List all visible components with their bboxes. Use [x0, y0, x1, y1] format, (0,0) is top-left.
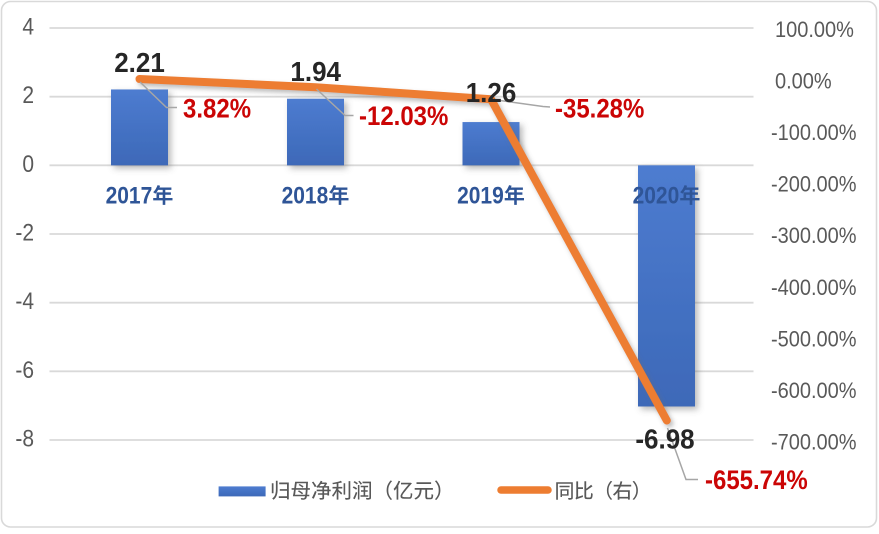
- svg-text:-700.00%: -700.00%: [771, 431, 857, 455]
- svg-text:2.21: 2.21: [114, 47, 165, 78]
- svg-text:-600.00%: -600.00%: [771, 379, 857, 403]
- svg-text:-500.00%: -500.00%: [771, 327, 857, 351]
- svg-text:1.94: 1.94: [290, 56, 341, 87]
- svg-text:-6: -6: [15, 357, 34, 384]
- svg-text:0: 0: [22, 151, 34, 178]
- svg-text:-2: -2: [15, 219, 34, 246]
- svg-text:-200.00%: -200.00%: [771, 173, 857, 197]
- svg-text:-35.28%: -35.28%: [555, 95, 644, 124]
- svg-text:2: 2: [22, 82, 34, 109]
- svg-text:-12.03%: -12.03%: [359, 102, 448, 131]
- svg-text:-300.00%: -300.00%: [771, 224, 857, 248]
- svg-text:-8: -8: [15, 425, 34, 452]
- svg-text:2018: 2018: [282, 182, 329, 209]
- svg-text:-400.00%: -400.00%: [771, 276, 857, 300]
- svg-text:100.00%: 100.00%: [775, 18, 854, 42]
- svg-text:-6.98: -6.98: [635, 423, 694, 454]
- svg-text:3.82%: 3.82%: [183, 95, 251, 124]
- svg-text:-655.74%: -655.74%: [705, 466, 808, 495]
- svg-text:4: 4: [22, 13, 34, 40]
- svg-text:2017: 2017: [106, 182, 153, 209]
- svg-text:2019: 2019: [457, 182, 504, 209]
- svg-text:-100.00%: -100.00%: [771, 121, 857, 145]
- svg-text:0.00%: 0.00%: [775, 69, 832, 93]
- svg-text:2020: 2020: [633, 182, 680, 209]
- svg-text:1.26: 1.26: [466, 77, 517, 108]
- svg-text:-4: -4: [15, 288, 34, 315]
